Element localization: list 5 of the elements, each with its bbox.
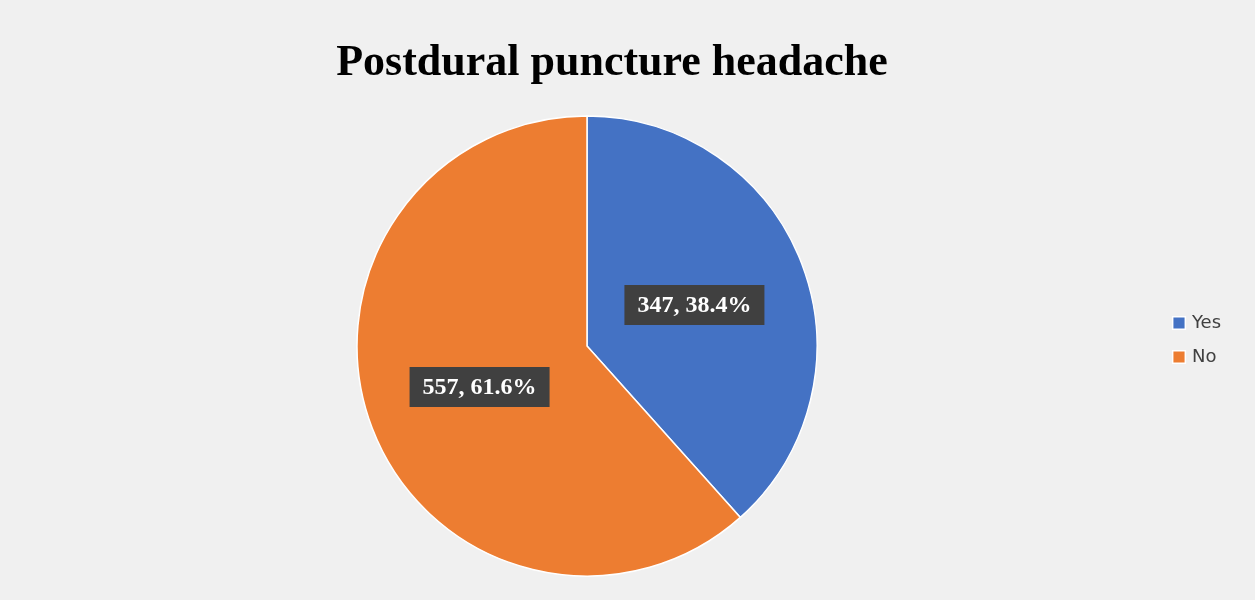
legend-label: Yes (1191, 311, 1222, 332)
data-label: 347, 38.4% (637, 290, 752, 317)
data-label: 557, 61.6% (422, 373, 537, 400)
chart-title: Postdural puncture headache (336, 36, 888, 85)
legend-label: No (1192, 345, 1217, 366)
